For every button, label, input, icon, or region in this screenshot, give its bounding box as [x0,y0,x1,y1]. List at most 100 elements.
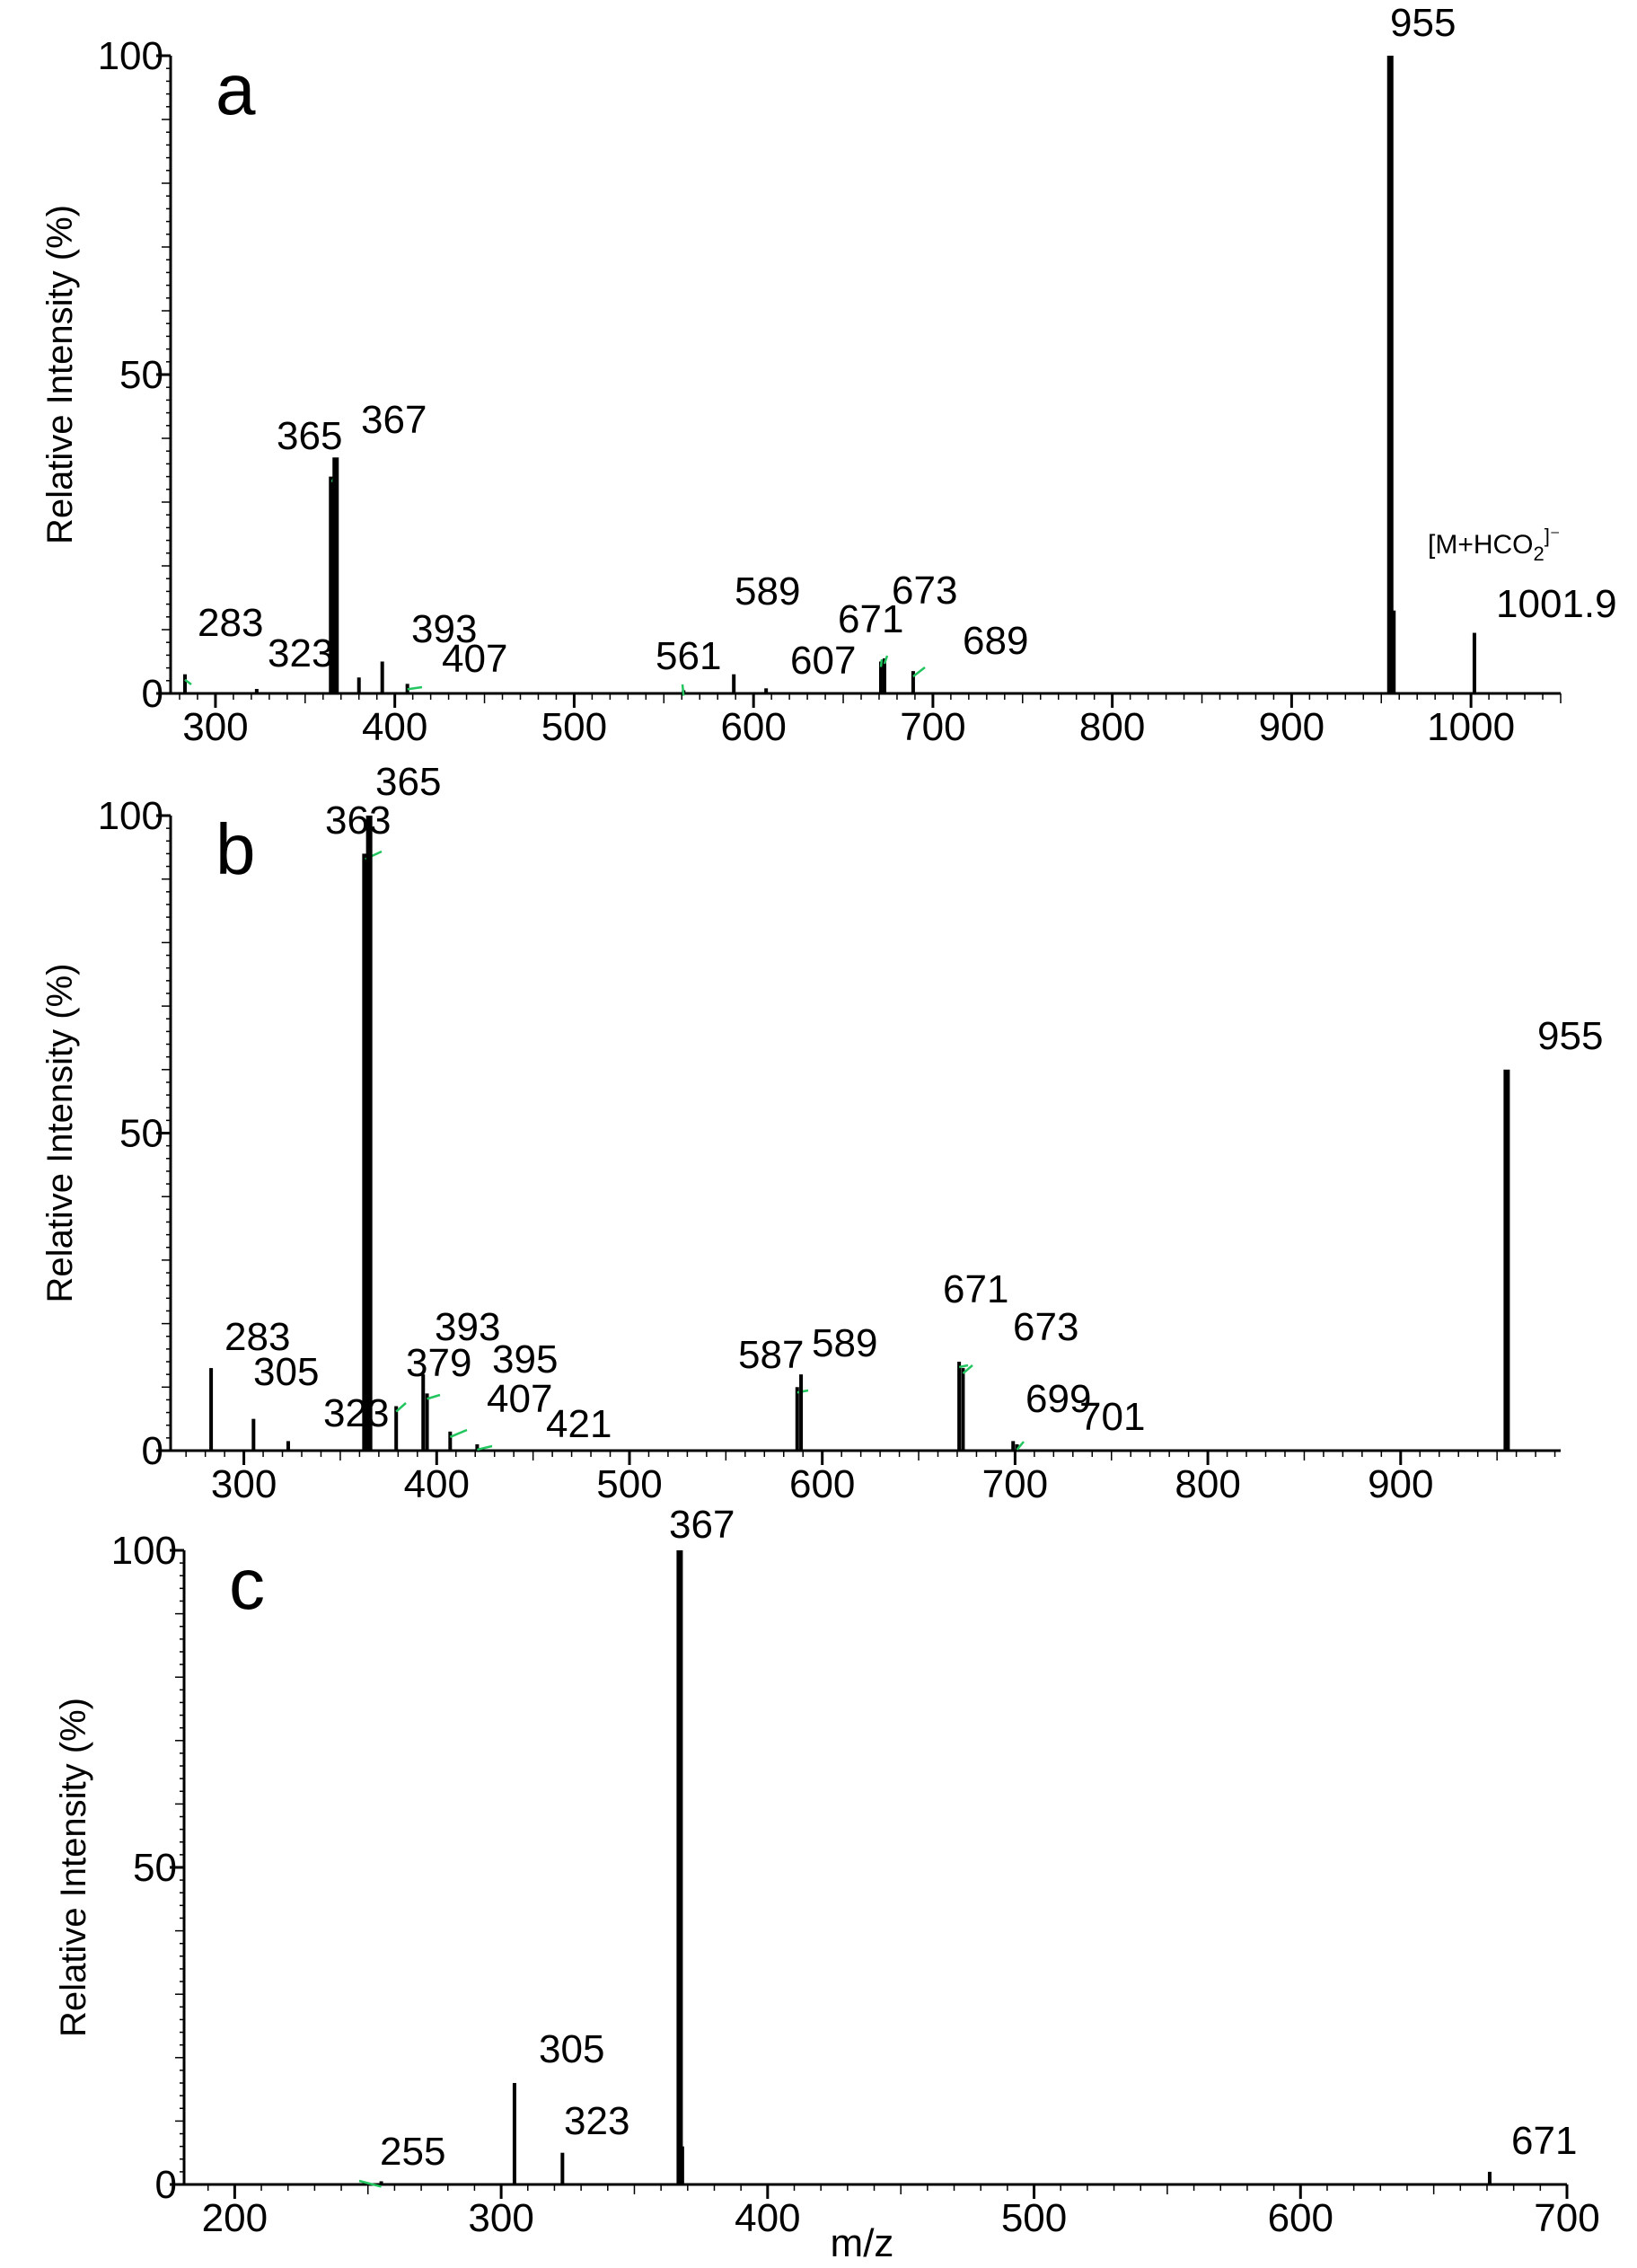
x-tick-label: 400 [735,2196,800,2240]
peak-label: 673 [1013,1305,1078,1349]
peak-label: 561 [656,634,721,678]
peak-bar [1386,56,1394,693]
x-tick-label: 700 [1534,2196,1599,2240]
peak-label: 671 [1511,2119,1577,2163]
peak-leader-line [427,1393,441,1400]
peak-leader-line [958,1363,969,1369]
peak-label: 1001.9 [1496,582,1617,626]
peak-label: 955 [1390,1,1456,45]
y-tick-label: 50 [119,1112,163,1156]
peak-bar [732,674,736,693]
peak-bar [254,689,259,693]
peak-leader-line [912,666,926,678]
peak-leader-line [407,685,423,691]
peak-bar [795,1387,799,1451]
peak-bar [676,1550,683,2184]
y-axis-title: Relative Intensity (%) [40,205,80,544]
y-tick-label: 0 [142,672,163,716]
peak-bar [380,661,384,693]
peak-label: 365 [375,760,441,804]
peak-label: 363 [325,799,391,843]
y-tick-label: 100 [98,34,163,78]
peak-label: 305 [539,2027,604,2071]
peak-bar [332,457,339,693]
panel-letter: b [216,809,256,889]
y-tick-label: 100 [111,1529,177,1573]
y-tick-label: 0 [155,2163,177,2207]
peak-label: 367 [361,398,427,442]
x-tick-label: 1000 [1427,705,1515,749]
peak-leader-line [879,658,884,667]
peak-bar [957,1362,962,1451]
peak-bar [362,853,369,1451]
peak-label: 407 [487,1377,552,1421]
peak-leader-line [1016,1441,1025,1451]
peak-label: 955 [1537,1014,1603,1058]
y-tick-label: 100 [98,794,163,838]
y-axis-title: Relative Intensity (%) [40,964,80,1303]
x-tick-label: 900 [1368,1462,1433,1506]
y-tick-label: 50 [133,1846,177,1890]
peak-label: 323 [268,631,333,675]
peak-bar [764,688,769,693]
x-tick-label: 600 [789,1462,855,1506]
y-tick-label: 50 [119,353,163,397]
peak-leader-line [358,2179,382,2188]
peak-label: 367 [669,1503,735,1547]
peak-label: 589 [812,1321,877,1365]
peak-leader-line [184,678,192,685]
peak-bar [1011,1441,1016,1451]
peak-bar [680,2146,684,2184]
panel-c: 0 50 100 200 300 400 500 600 700 Relative Intensi… [54,1503,1600,2265]
adduct-annotation: [M+HCO2]⁻ [1428,525,1561,565]
peak-label: 673 [892,569,957,613]
x-axis-title: m/z [831,2221,894,2265]
peak-bar [421,1374,426,1451]
x-tick-label: 700 [982,1462,1048,1506]
peak-label: 671 [943,1267,1008,1311]
peak-label: 305 [253,1350,319,1394]
peak-bar [286,1441,290,1451]
peak-label: 255 [380,2130,445,2174]
peak-bar [961,1368,965,1451]
peak-label: 379 [406,1341,471,1385]
peak-label: 393 [411,607,477,651]
x-tick-label: 300 [211,1462,277,1506]
peak-label: 365 [277,414,342,458]
peak-label: 689 [963,619,1028,663]
x-tick-label: 300 [468,2196,533,2240]
peak-label: 283 [224,1315,290,1359]
peak-label: 395 [492,1337,558,1381]
peak-bar [425,1393,429,1451]
peak-label: 421 [546,1402,612,1446]
peak-bar [475,1443,480,1451]
peak-label: 699 [1025,1377,1091,1421]
x-tick-label: 200 [202,2196,268,2240]
peak-label: 671 [838,597,903,641]
panel-b: 0 50 100 300 400 500 600 700 800 900 Relative Inte… [40,760,1603,1506]
y-tick-label: 0 [142,1429,163,1473]
x-tick-label: 300 [182,705,248,749]
peak-bar [882,657,886,693]
x-tick-label: 600 [720,705,786,749]
peak-bar [448,1431,453,1451]
x-tick-label: 600 [1268,2196,1333,2240]
peak-leader-line [681,684,685,696]
peak-bar [911,671,915,693]
x-tick-label: 500 [541,705,607,749]
x-tick-label: 400 [362,705,427,749]
peak-bar [512,2083,516,2184]
x-tick-label: 700 [900,705,965,749]
peak-bar [1015,1443,1019,1451]
peak-label: 393 [435,1305,500,1349]
peak-bar [356,677,361,693]
peak-label: 407 [442,637,507,681]
peak-label: 701 [1079,1395,1145,1439]
peak-bar [365,816,373,1451]
peak-bar [1487,2171,1492,2184]
peak-label: 323 [323,1391,389,1435]
y-axis-title: Relative Intensity (%) [54,1698,93,2037]
peak-bar [182,674,187,693]
peak-bar [209,1368,214,1451]
